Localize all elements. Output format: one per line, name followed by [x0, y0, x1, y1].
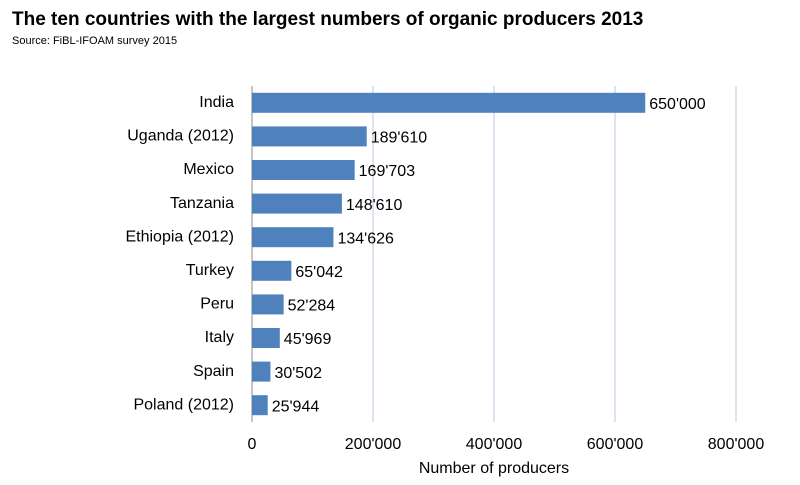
bar — [252, 395, 268, 416]
y-tick-label: Spain — [193, 363, 234, 380]
bar — [252, 227, 334, 248]
x-tick-label: 0 — [248, 436, 257, 453]
y-tick-label: Peru — [200, 296, 234, 313]
bar — [252, 361, 271, 382]
data-label: 25'944 — [272, 398, 320, 415]
x-tick-label: 400'000 — [466, 436, 523, 453]
y-tick-label: Uganda (2012) — [127, 128, 234, 145]
x-tick-label: 600'000 — [587, 436, 644, 453]
data-label: 30'502 — [274, 365, 322, 382]
y-tick-label: Ethiopia (2012) — [125, 228, 234, 245]
y-tick-label: India — [199, 94, 234, 111]
y-tick-label: Mexico — [183, 161, 234, 178]
data-label: 134'626 — [337, 230, 394, 247]
y-tick-label: Italy — [205, 329, 234, 346]
bar — [252, 193, 342, 214]
chart-subtitle: Source: FiBL-IFOAM survey 2015 — [12, 35, 177, 47]
bar — [252, 328, 280, 348]
x-axis-title: Number of producers — [419, 460, 569, 477]
chart-title: The ten countries with the largest numbe… — [12, 9, 643, 30]
bar — [252, 260, 292, 281]
x-tick-label: 800'000 — [708, 436, 765, 453]
data-label: 169'703 — [359, 163, 416, 180]
data-label: 65'042 — [295, 264, 343, 281]
bar — [252, 92, 646, 113]
x-tick-label: 200'000 — [345, 436, 402, 453]
data-label: 45'969 — [284, 331, 332, 348]
data-label: 52'284 — [288, 298, 336, 315]
bar — [252, 160, 355, 180]
data-label: 650'000 — [649, 96, 706, 113]
y-tick-label: Turkey — [186, 262, 234, 279]
bar — [252, 294, 284, 315]
data-label: 148'610 — [346, 197, 403, 214]
y-tick-label: Tanzania — [170, 195, 234, 212]
data-label: 189'610 — [371, 130, 428, 147]
y-tick-label: Poland (2012) — [133, 396, 234, 413]
bar — [252, 126, 367, 147]
